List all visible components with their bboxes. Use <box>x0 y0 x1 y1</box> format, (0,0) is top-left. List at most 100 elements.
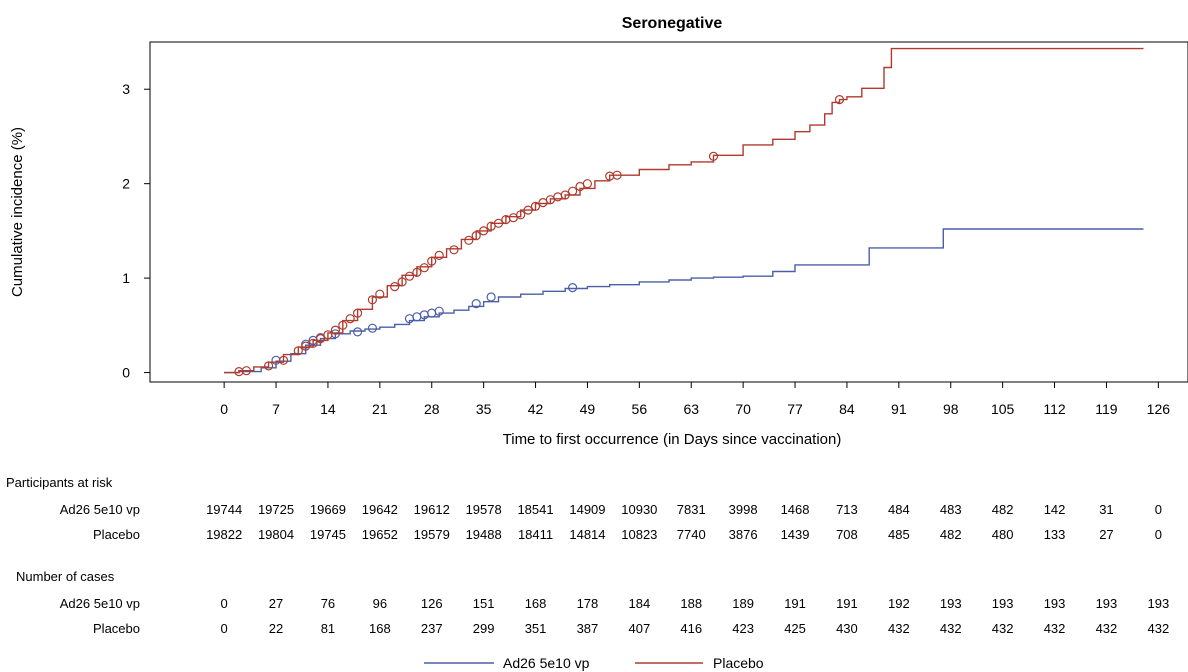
table-cell: 19745 <box>310 527 346 542</box>
x-tick-label: 28 <box>424 401 440 417</box>
x-tick-label: 70 <box>735 401 751 417</box>
table-cell: 351 <box>525 621 547 636</box>
table-cell: 96 <box>373 596 387 611</box>
table-cell: 1468 <box>781 502 810 517</box>
table-cell: 484 <box>888 502 910 517</box>
x-tick-label: 63 <box>683 401 699 417</box>
table-cell: 10823 <box>621 527 657 542</box>
x-tick-label: 91 <box>891 401 907 417</box>
table-cell: 432 <box>992 621 1014 636</box>
table-cell: 178 <box>577 596 599 611</box>
table-cell: 482 <box>992 502 1014 517</box>
censor-point <box>479 226 489 236</box>
x-tick-label: 0 <box>220 401 228 417</box>
censor-point <box>367 323 377 333</box>
plot-frame <box>149 41 1188 383</box>
legend-label-placebo: Placebo <box>713 655 764 671</box>
table-cell: 7831 <box>677 502 706 517</box>
censor-point <box>567 186 578 196</box>
table-cell: 31 <box>1099 502 1113 517</box>
censor-point <box>434 306 444 316</box>
censor-point <box>345 314 355 324</box>
table-cell: 19488 <box>466 527 502 542</box>
table-cell: 193 <box>940 596 962 611</box>
risk-table-title: Participants at risk <box>6 475 113 490</box>
table-cell: 407 <box>628 621 650 636</box>
table-cell: 19642 <box>362 502 398 517</box>
table-cell: 81 <box>321 621 335 636</box>
table-cell: 19725 <box>258 502 294 517</box>
censor-point <box>412 267 422 277</box>
table-cell: 10930 <box>621 502 657 517</box>
table-cell: 27 <box>269 596 283 611</box>
table-cell: 432 <box>888 621 910 636</box>
table-cell: 0 <box>221 596 228 611</box>
x-axis-label: Time to first occurrence (in Days since … <box>503 431 842 448</box>
censor-point <box>493 218 504 228</box>
table-cell: 19822 <box>206 527 242 542</box>
censor-point <box>708 151 719 161</box>
table-cell: 416 <box>680 621 702 636</box>
censor-point <box>412 312 422 322</box>
table-cell: 713 <box>836 502 858 517</box>
censor-point <box>530 201 541 211</box>
censor-point <box>323 330 333 340</box>
x-tick-label: 35 <box>476 401 492 417</box>
censor-point <box>308 338 318 348</box>
table-cell: 193 <box>1147 596 1169 611</box>
table-cell: 7740 <box>677 527 706 542</box>
censor-point <box>516 210 526 220</box>
series-layer <box>224 47 1144 377</box>
table-cell: 151 <box>473 596 495 611</box>
censor-point <box>353 308 363 318</box>
censor-point <box>471 299 481 309</box>
table-cell: 19744 <box>206 502 242 517</box>
legend-label-ad26-5e10-vp: Ad26 5e10 vp <box>503 655 590 671</box>
table-cell: 19804 <box>258 527 294 542</box>
legend: Ad26 5e10 vp Placebo <box>424 655 764 671</box>
risk-table: Participants at risk Ad26 5e10 vp 19744 19… <box>6 475 1162 542</box>
censor-point <box>434 250 444 260</box>
table-cell: 19578 <box>466 502 502 517</box>
table-cell: 22 <box>269 621 283 636</box>
table-row-label: Ad26 5e10 vp <box>60 596 140 611</box>
series-line-ad26-5e10-vp <box>224 228 1144 374</box>
table-cell: 482 <box>940 527 962 542</box>
censor-point <box>390 282 400 292</box>
table-cell: 193 <box>992 596 1014 611</box>
table-cell: 18541 <box>517 502 553 517</box>
censor-point <box>567 283 578 293</box>
table-cell: 27 <box>1099 527 1113 542</box>
table-cell: 432 <box>1147 621 1169 636</box>
table-cell: 19579 <box>414 527 450 542</box>
censor-point <box>427 256 437 266</box>
x-axis: 0 7 14 21 28 35 42 49 56 63 70 77 84 91 98 105 112 119 126 <box>220 382 1170 417</box>
table-cell: 708 <box>836 527 858 542</box>
table-cell: 432 <box>940 621 962 636</box>
censor-point <box>419 263 429 273</box>
table-cell: 168 <box>525 596 547 611</box>
censor-point <box>834 94 845 105</box>
table-cell: 0 <box>1155 527 1162 542</box>
censor-point <box>427 308 437 318</box>
table-cell: 14814 <box>569 527 605 542</box>
x-tick-label: 105 <box>991 401 1015 417</box>
table-cell: 3876 <box>729 527 758 542</box>
x-tick-label: 7 <box>272 401 280 417</box>
x-tick-label: 77 <box>787 401 803 417</box>
censor-point <box>449 245 459 255</box>
table-cell: 193 <box>1096 596 1118 611</box>
table-cell: 142 <box>1044 502 1066 517</box>
x-tick-label: 49 <box>580 401 596 417</box>
table-cell: 126 <box>421 596 443 611</box>
censor-point <box>486 292 496 302</box>
x-tick-label: 42 <box>528 401 544 417</box>
table-cell: 76 <box>321 596 335 611</box>
censor-point <box>612 170 622 180</box>
table-cell: 485 <box>888 527 910 542</box>
censor-point <box>508 213 518 223</box>
censor-point <box>278 355 289 365</box>
table-cell: 425 <box>784 621 806 636</box>
table-cell: 3998 <box>729 502 758 517</box>
